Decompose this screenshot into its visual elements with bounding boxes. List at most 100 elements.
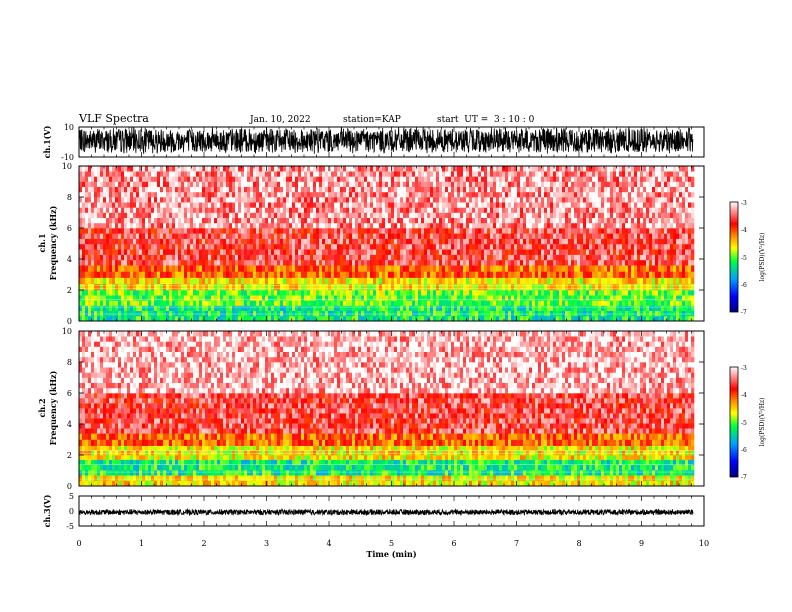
spectrogram-cell [280,265,284,272]
spectrogram-cell [463,191,467,198]
spectrogram-cell [664,265,668,272]
spectrogram-cell [304,271,308,278]
spectrogram-cell [151,271,155,278]
spectrogram-cell [439,277,443,285]
spectrogram-cell [511,212,515,218]
spectrogram-cell [631,212,635,218]
spectrogram-cell [217,283,221,291]
spectrogram-cell [319,228,323,234]
spectrogram-cell [244,300,248,306]
spectrogram-cell [319,233,323,239]
spectrogram-cell [661,254,665,261]
spectrogram-cell [658,207,662,213]
spectrogram-cell [478,259,482,266]
spectrogram-cell [160,233,164,239]
spectrogram-cell [676,290,680,296]
spectrogram-cell [175,254,179,261]
spectrogram-cell [481,300,485,306]
spectrogram-cell [427,271,431,278]
spectrogram-cell [676,277,680,285]
spectrogram-cell [448,283,452,291]
spectrogram-cell [571,212,575,218]
spectrogram-cell [640,191,644,198]
spectrogram-cell [277,265,281,272]
spectrogram-cell [595,277,599,285]
spectrogram-cell [418,202,422,208]
spectrogram-cell [502,271,506,278]
spectrogram-cell [79,243,83,250]
spectrogram-cell [241,249,245,255]
spectrogram-cell [100,202,104,208]
spectrogram-cell [85,305,89,311]
spectrogram-cell [178,191,182,198]
spectrogram-cell [109,259,113,266]
spectrogram-cell [175,233,179,239]
spectrogram-cell [202,243,206,250]
spectrogram-cell [403,283,407,291]
spectrogram-cell [217,207,221,213]
spectrogram-cell [187,233,191,239]
spectrogram-cell [172,222,176,229]
spectrogram-cell [391,305,395,311]
spectrogram-cell [463,259,467,266]
spectrogram-cell [571,207,575,213]
spectrogram-cell [607,191,611,198]
spectrogram-cell [634,207,638,213]
spectrogram-cell [544,202,548,208]
spectrogram-cell [385,277,389,285]
spectrogram-cell [283,315,287,321]
spectrogram-cell [295,202,299,208]
spectrogram-cell [418,254,422,261]
spectrogram-cell [586,207,590,213]
spectrogram-cell [439,217,443,224]
spectrogram-cell [577,212,581,218]
spectrogram-cell [202,217,206,224]
spectrogram-cell [292,277,296,285]
spectrogram-cell [304,315,308,321]
spectrogram-cell [406,222,410,229]
spectrogram-cell [664,277,668,285]
spectrogram-cell [685,197,689,203]
spectrogram-cell [394,254,398,261]
spectrogram-cell [607,243,611,250]
spectrogram-cell [244,283,248,291]
spectrogram-cell [274,277,278,285]
spectrogram-cell [286,238,290,245]
spectrogram-cell [364,310,368,317]
spectrogram-cell [154,310,158,317]
spectrogram-cell [463,254,467,261]
spectrogram-cell [430,249,434,255]
spectrogram-cell [139,277,143,285]
spectrogram-cell [178,259,182,266]
spectrogram-cell [580,207,584,213]
spectrogram-cell [460,191,464,198]
spectrogram-cell [205,277,209,285]
spectrogram-cell [100,217,104,224]
spectrogram-cell [655,265,659,272]
spectrogram-cell [352,191,356,198]
spectrogram-cell [349,254,353,261]
spectrogram-cell [601,310,605,317]
spectrogram-cell [619,315,623,321]
spectrogram-cell [523,259,527,266]
spectrogram-cell [193,290,197,296]
spectrogram-cell [670,295,674,301]
spectrogram-cell [526,243,530,250]
spectrogram-cell [532,222,536,229]
spectrogram-cell [424,202,428,208]
spectrogram-cell [478,233,482,239]
spectrogram-cell [205,202,209,208]
spectrogram-cell [262,233,266,239]
spectrogram-cell [172,310,176,317]
spectrogram-cell [79,254,83,261]
spectrogram-cell [676,254,680,261]
spectrogram-cell [664,305,668,311]
spectrogram-cell [286,259,290,266]
spectrogram-cell [394,265,398,272]
spectrogram-cell [211,315,215,321]
spectrogram-cell [349,277,353,285]
spectrogram-cell [385,305,389,311]
spectrogram-cell [568,233,572,239]
spectrogram-cell [628,217,632,224]
spectrogram-cell [130,305,134,311]
